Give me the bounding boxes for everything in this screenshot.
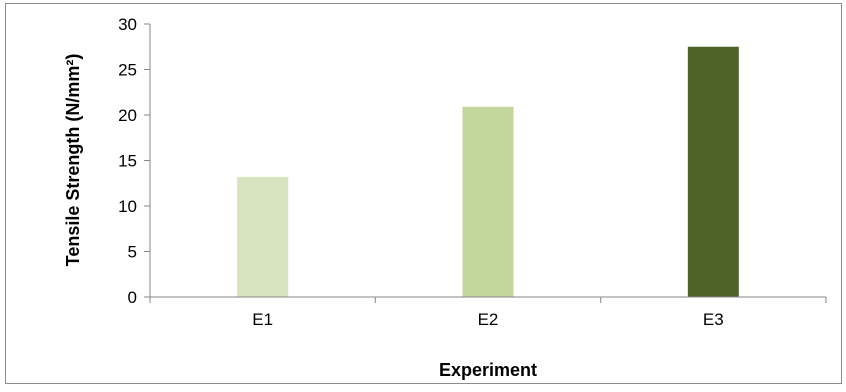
bar-series [237, 46, 739, 297]
x-axis-title: Experiment [439, 360, 537, 380]
x-axis-ticks [149, 297, 827, 303]
y-tick-label: 10 [118, 197, 137, 216]
y-tick-label: 5 [128, 243, 137, 262]
y-tick-label: 20 [118, 106, 137, 125]
y-tick-label: 25 [118, 61, 137, 80]
y-tick-label: 0 [128, 288, 137, 307]
x-tick-label: E1 [252, 310, 273, 329]
y-tick-label: 15 [118, 152, 137, 171]
bar-e2 [462, 106, 514, 297]
x-tick-label: E2 [478, 310, 499, 329]
y-axis-ticks [144, 23, 150, 298]
bar-e1 [237, 176, 289, 297]
y-axis-title: Tensile Strength (N/mm²) [63, 54, 83, 267]
x-tick-label: E3 [703, 310, 724, 329]
y-tick-label: 30 [118, 15, 137, 34]
bar-e3 [687, 46, 739, 297]
x-axis-tick-labels: E1 E2 E3 [252, 310, 723, 329]
y-axis-tick-labels: 0 5 10 15 20 25 30 [118, 15, 137, 307]
